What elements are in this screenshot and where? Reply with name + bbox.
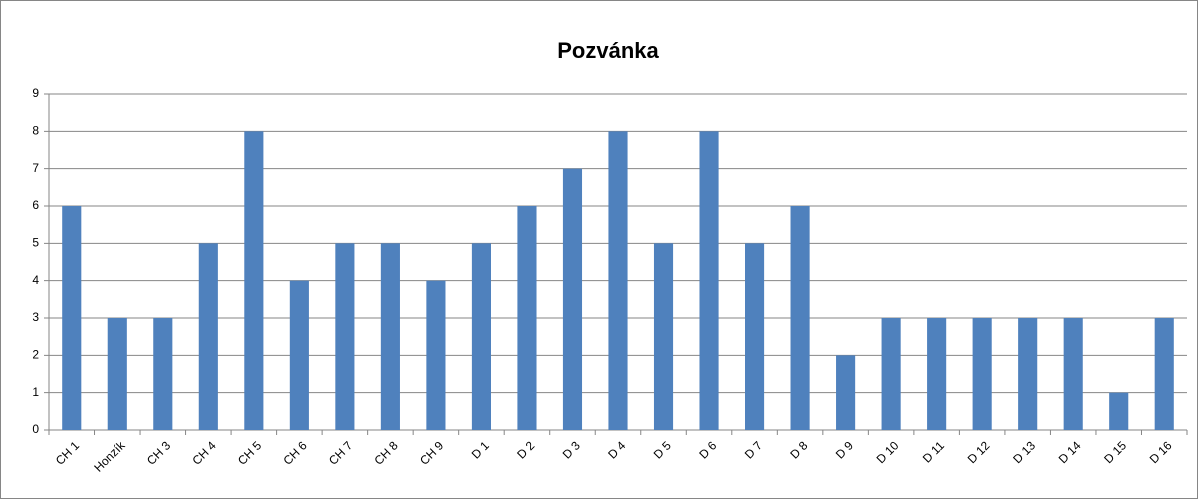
bar — [380, 243, 400, 430]
bar — [608, 131, 628, 431]
bar — [471, 243, 491, 430]
bar — [517, 206, 537, 430]
bar — [972, 318, 992, 430]
y-tick-label: 8 — [32, 124, 39, 138]
bar — [881, 318, 901, 430]
bar — [1109, 392, 1129, 430]
bar — [107, 318, 127, 430]
bar — [745, 243, 765, 430]
y-tick-label: 6 — [32, 198, 39, 212]
y-tick-label: 5 — [32, 236, 39, 250]
bar — [790, 206, 810, 430]
y-tick-label: 3 — [32, 310, 39, 324]
bar — [653, 243, 674, 430]
bar — [62, 206, 82, 430]
bar — [335, 243, 355, 430]
bar — [1018, 318, 1038, 430]
bar — [153, 318, 173, 430]
bar — [289, 280, 309, 430]
y-tick-label: 2 — [32, 348, 39, 362]
bar — [426, 280, 446, 430]
bar — [927, 318, 947, 430]
bar — [198, 243, 218, 430]
y-tick-label: 9 — [32, 86, 39, 100]
bar — [1154, 318, 1174, 430]
bar — [562, 168, 583, 430]
bar — [244, 131, 264, 431]
chart-title: Pozvánka — [557, 38, 659, 63]
y-tick-label: 4 — [32, 273, 39, 287]
y-tick-label: 7 — [32, 161, 39, 175]
bar — [836, 355, 856, 430]
y-tick-label: 0 — [32, 422, 39, 436]
bar — [699, 131, 719, 431]
bar — [1063, 318, 1083, 430]
y-tick-label: 1 — [32, 385, 39, 399]
